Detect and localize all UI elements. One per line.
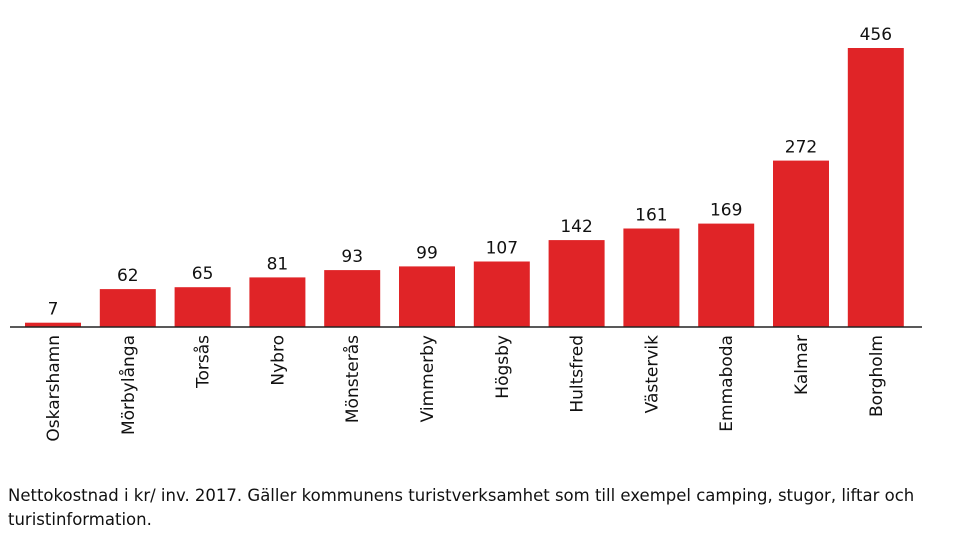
value-label: 456	[860, 25, 892, 45]
bar-torsås	[174, 287, 231, 327]
category-label: Oskarshamn	[44, 335, 64, 442]
category-label: Borgholm	[867, 335, 887, 417]
category-label: Högsby	[493, 335, 513, 399]
category-label: Vimmerby	[418, 335, 438, 422]
value-label: 99	[416, 243, 438, 263]
category-label: Mörbylånga	[118, 335, 139, 435]
category-label: Hultsfred	[568, 335, 588, 413]
bar-västervik	[623, 228, 680, 327]
bar-högsby	[473, 261, 530, 327]
bars-group	[25, 48, 904, 327]
value-label: 107	[486, 239, 518, 259]
category-label: Västervik	[642, 335, 662, 413]
value-label: 161	[635, 206, 667, 226]
value-label: 272	[785, 138, 817, 158]
value-label: 169	[710, 201, 742, 221]
category-label: Kalmar	[792, 335, 812, 395]
bar-kalmar	[773, 160, 829, 327]
bar-borgholm	[847, 48, 904, 327]
bar-oskarshamn	[25, 322, 81, 327]
category-labels-group: Oskarshamn Mörbylånga Torsås Nybro Mönsterås…	[44, 335, 887, 442]
bar-hultsfred	[548, 240, 605, 327]
value-label: 62	[117, 266, 139, 286]
value-label: 93	[341, 247, 363, 267]
chart-caption: Nettokostnad i kr/ inv. 2017. Gäller kom…	[8, 486, 915, 529]
bar-nybro	[249, 277, 306, 327]
bar-mörbylånga	[99, 289, 156, 327]
value-label: 81	[267, 254, 289, 274]
category-label: Nybro	[268, 335, 288, 386]
value-labels-group: 7 62 65 81 93 99 107 142 161 169 272 456	[48, 25, 892, 320]
bar-mönsterås	[324, 270, 381, 327]
category-label: Emmaboda	[717, 335, 737, 432]
value-label: 7	[48, 300, 59, 320]
value-label: 65	[192, 264, 214, 284]
category-label: Torsås	[193, 335, 214, 389]
category-label: Mönsterås	[342, 335, 363, 423]
bar-emmaboda	[698, 223, 755, 327]
bar-vimmerby	[399, 266, 455, 327]
bar-chart: 7 62 65 81 93 99 107 142 161 169 272 456 Oskarshamn…	[10, 25, 922, 442]
value-label: 142	[560, 217, 592, 237]
